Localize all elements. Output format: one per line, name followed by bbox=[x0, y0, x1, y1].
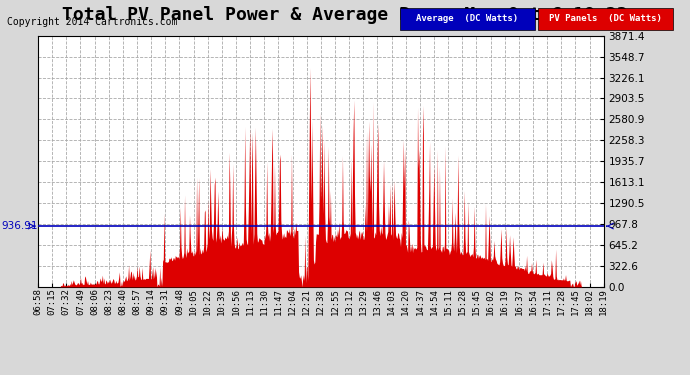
Text: Total PV Panel Power & Average Power Mon Oct 6 18:23: Total PV Panel Power & Average Power Mon… bbox=[62, 6, 628, 24]
Text: PV Panels  (DC Watts): PV Panels (DC Watts) bbox=[549, 14, 662, 23]
Text: Copyright 2014 Cartronics.com: Copyright 2014 Cartronics.com bbox=[7, 17, 177, 27]
Text: Average  (DC Watts): Average (DC Watts) bbox=[416, 14, 519, 23]
Text: 936.91: 936.91 bbox=[1, 221, 37, 231]
